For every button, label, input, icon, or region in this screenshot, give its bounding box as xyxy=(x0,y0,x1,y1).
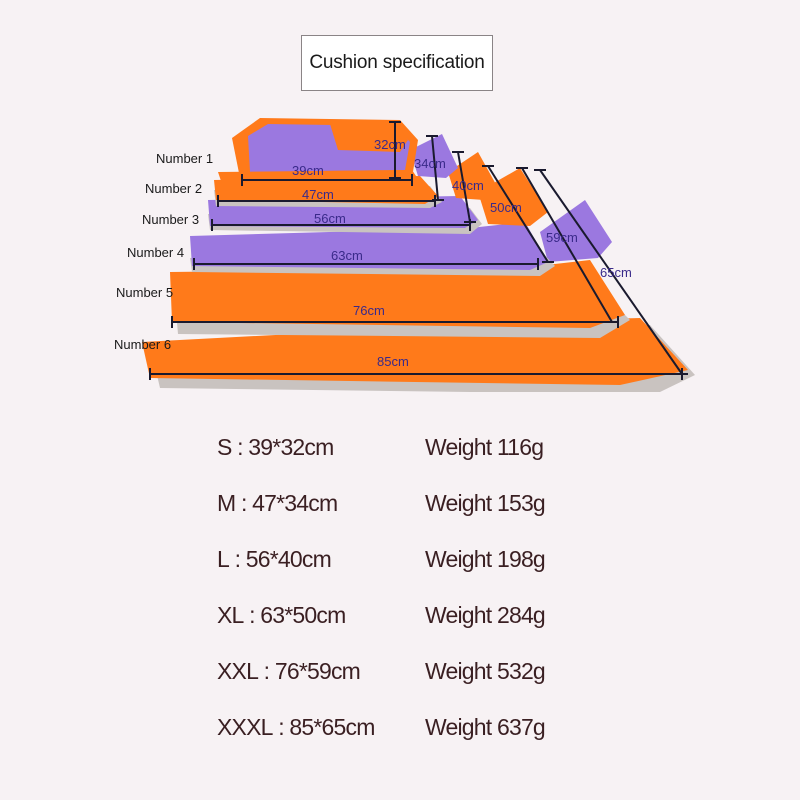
page-title: Cushion specification xyxy=(309,52,485,73)
spec-size: S : 39*32cm xyxy=(217,434,334,460)
cushion-5-width: 76cm xyxy=(353,303,385,318)
cushion-4-depth: 50cm xyxy=(490,200,522,215)
spec-weight: Weight 532g xyxy=(425,658,546,684)
spec-weight: Weight 198g xyxy=(425,546,546,572)
width-lines xyxy=(149,174,683,380)
cushion-4-label: Number 4 xyxy=(127,245,184,260)
title-box: Cushion specification xyxy=(301,35,493,91)
spec-row-xl: XL : 63*50cm Weight 284g xyxy=(217,602,637,636)
cushion-2-width: 47cm xyxy=(302,187,334,202)
spec-row-s: S : 39*32cm Weight 116g xyxy=(217,434,637,468)
spec-row-xxl: XXL : 76*59cm Weight 532g xyxy=(217,658,637,692)
cushion-2-depth: 34cm xyxy=(414,156,446,171)
spec-size: XXL : 76*59cm xyxy=(217,658,361,684)
cushion-6-depth: 65cm xyxy=(600,265,632,280)
cushion-3-label: Number 3 xyxy=(142,212,199,227)
cushion-5-label: Number 5 xyxy=(116,285,173,300)
spec-row-xxxl: XXXL : 85*65cm Weight 637g xyxy=(217,714,637,748)
spec-size: XXXL : 85*65cm xyxy=(217,714,375,740)
cushion-6-label: Number 6 xyxy=(114,337,171,352)
cushion-6-width: 85cm xyxy=(377,354,409,369)
spec-row-m: M : 47*34cm Weight 153g xyxy=(217,490,637,524)
spec-size: L : 56*40cm xyxy=(217,546,332,572)
cushion-2-label: Number 2 xyxy=(145,181,202,196)
cushion-3-width: 56cm xyxy=(314,211,346,226)
spec-row-l: L : 56*40cm Weight 198g xyxy=(217,546,637,580)
spec-weight: Weight 116g xyxy=(425,434,544,460)
depth-lines xyxy=(389,121,688,375)
spec-size: M : 47*34cm xyxy=(217,490,338,516)
spec-weight: Weight 153g xyxy=(425,490,546,516)
spec-size: XL : 63*50cm xyxy=(217,602,346,628)
cushion-3-depth: 40cm xyxy=(452,178,484,193)
spec-weight: Weight 284g xyxy=(425,602,546,628)
cushion-5-depth: 59cm xyxy=(546,230,578,245)
spec-weight: Weight 637g xyxy=(425,714,546,740)
cushion-1-width: 39cm xyxy=(292,163,324,178)
cushion-1-depth: 32cm xyxy=(374,137,406,152)
cushion-1 xyxy=(218,118,420,186)
cushion-4-width: 63cm xyxy=(331,248,363,263)
cushion-1-label: Number 1 xyxy=(156,151,213,166)
